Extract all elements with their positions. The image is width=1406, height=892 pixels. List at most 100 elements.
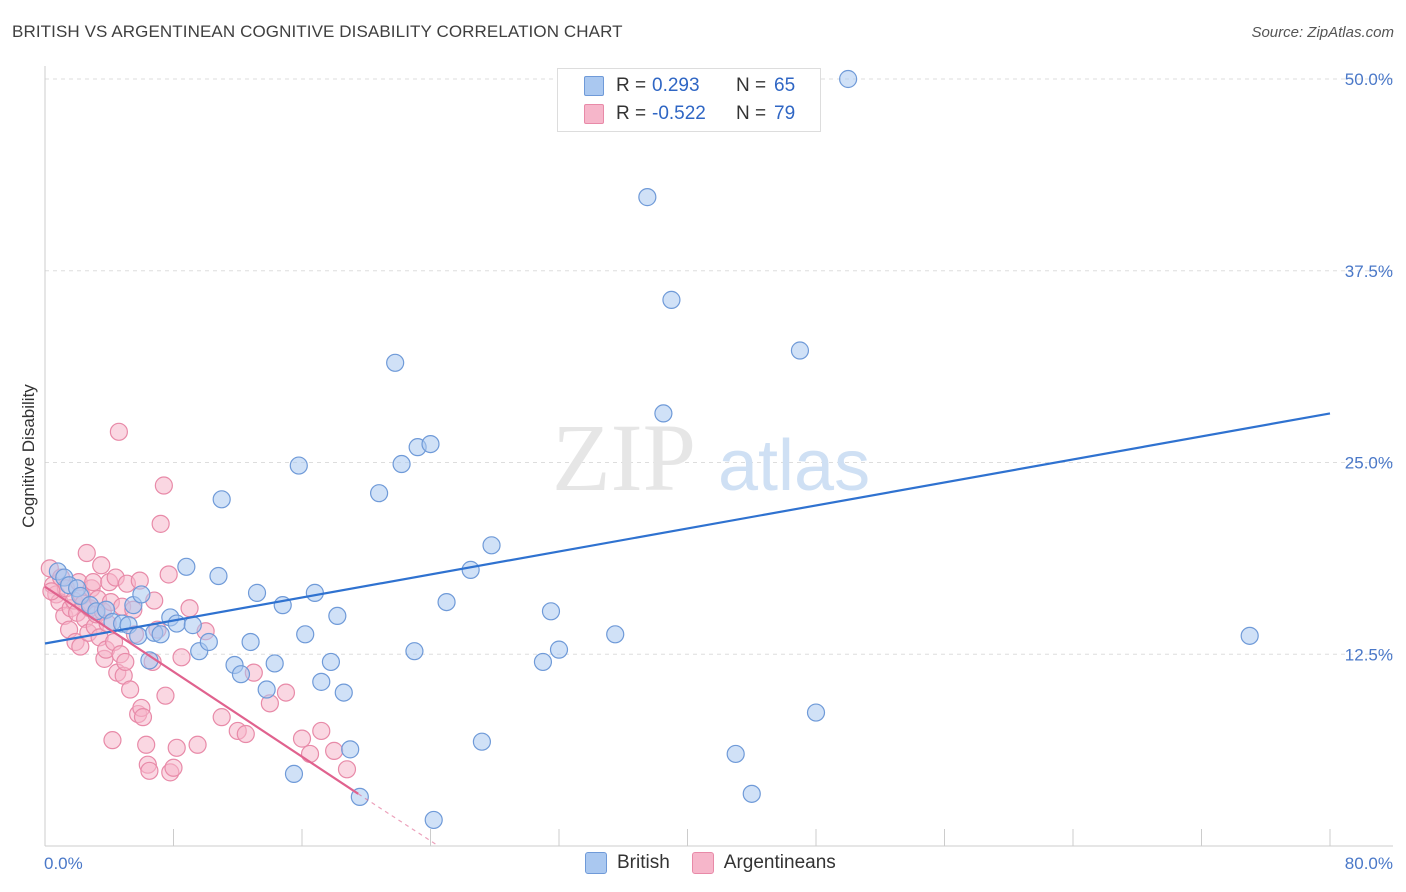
british-point	[212, 490, 231, 509]
legend-item-british[interactable]: British	[585, 852, 670, 874]
british-trend-line	[44, 412, 1331, 645]
british-point	[424, 810, 443, 830]
british-point	[726, 744, 745, 764]
british-point	[606, 625, 625, 644]
grid-lines	[45, 78, 1393, 655]
british-point	[231, 665, 251, 684]
y-tick-label: 50.0%	[1345, 70, 1393, 89]
british-point	[421, 434, 440, 454]
y-tick-label: 37.5%	[1345, 262, 1393, 281]
british-point	[839, 69, 858, 89]
british-point	[241, 632, 260, 652]
legend-row-british: R = 0.293 N = 65	[558, 73, 795, 99]
watermark-zip: ZIP	[552, 404, 696, 511]
british-swatch	[584, 76, 604, 96]
argentineans-swatch	[584, 104, 604, 124]
british-point	[461, 560, 480, 579]
trend-lines	[44, 412, 1331, 847]
argentineans-r-value: -0.522	[652, 103, 706, 124]
argentineans-point	[151, 514, 170, 533]
argentineans-point	[172, 648, 191, 667]
legend-row-argentineans: R = -0.522 N = 79	[558, 101, 795, 127]
argentineans-point	[109, 422, 128, 441]
series-argentineans	[40, 422, 357, 782]
british-point	[549, 640, 569, 659]
argentineans-point	[212, 708, 231, 727]
british-point	[247, 583, 267, 602]
british-point	[386, 353, 405, 372]
british-point	[321, 652, 341, 672]
british-point	[296, 625, 315, 644]
british-point	[392, 454, 411, 474]
british-point	[662, 290, 681, 309]
british-point	[257, 680, 276, 699]
watermark: ZIP atlas	[552, 404, 870, 511]
n-label: N =	[736, 75, 767, 96]
series-legend: British Argentineans	[585, 852, 858, 874]
british-point	[289, 456, 308, 475]
axes	[44, 66, 1393, 847]
argentineans-point	[103, 731, 122, 750]
british-point	[341, 740, 360, 759]
british-point	[806, 703, 826, 722]
argentineans-point	[92, 556, 111, 575]
n-label: N =	[736, 103, 767, 124]
argentineans-point	[77, 543, 96, 563]
argentineans-point	[159, 565, 178, 584]
legend-item-argentineans[interactable]: Argentineans	[691, 852, 836, 874]
british-point	[177, 557, 196, 576]
source-label: Source: ZipAtlas.com	[1251, 24, 1394, 41]
argentineans-point	[154, 476, 173, 495]
argentineans-point	[156, 686, 175, 705]
british-point	[541, 602, 561, 621]
argentineans-point	[140, 761, 159, 780]
argentineans-trend-line	[44, 585, 359, 795]
argentineans-point	[137, 735, 156, 754]
argentineans-point	[121, 680, 140, 699]
british-point	[482, 536, 501, 555]
chart-title: BRITISH VS ARGENTINEAN COGNITIVE DISABIL…	[12, 22, 623, 41]
british-point	[437, 592, 456, 612]
british-point	[284, 764, 304, 784]
argentineans-legend-swatch	[691, 852, 714, 874]
british-point	[790, 341, 810, 360]
stats-legend: R = 0.293 N = 65 R = -0.522 N = 79	[557, 68, 821, 132]
r-label: R =	[616, 103, 647, 124]
argentineans-point	[133, 708, 153, 727]
x-tick-min: 0.0%	[44, 854, 83, 873]
argentineans-point	[276, 683, 296, 702]
british-point	[265, 654, 284, 673]
british-point	[405, 642, 424, 661]
x-tick-max: 80.0%	[1345, 854, 1393, 873]
argentineans-point	[188, 735, 207, 754]
y-tick-label: 25.0%	[1345, 454, 1393, 473]
british-point	[129, 626, 148, 645]
argentineans-point	[337, 760, 357, 779]
british-r-value: 0.293	[652, 75, 700, 96]
british-point	[199, 632, 218, 652]
british-legend-swatch	[585, 852, 607, 874]
british-legend-label: British	[617, 852, 670, 873]
argentineans-point	[180, 599, 199, 618]
argentineans-n-value: 79	[774, 103, 796, 124]
british-point	[370, 484, 389, 503]
british-point	[533, 652, 553, 672]
argentineans-point	[312, 721, 331, 741]
british-point	[472, 732, 491, 751]
r-label: R =	[616, 75, 647, 96]
british-n-value: 65	[774, 75, 796, 96]
british-point	[167, 614, 186, 633]
argentineans-point	[292, 729, 312, 748]
argentineans-legend-label: Argentineans	[723, 852, 836, 873]
argentineans-point	[116, 652, 135, 672]
argentineans-point	[84, 573, 103, 592]
argentineans-point	[236, 724, 255, 744]
series-british	[48, 69, 1259, 830]
british-point	[638, 188, 657, 207]
british-point	[1240, 626, 1259, 645]
watermark-atlas: atlas	[718, 426, 870, 506]
y-axis-label: Cognitive Disability	[19, 384, 38, 528]
british-point	[132, 585, 151, 604]
argentineans-point	[300, 744, 320, 764]
